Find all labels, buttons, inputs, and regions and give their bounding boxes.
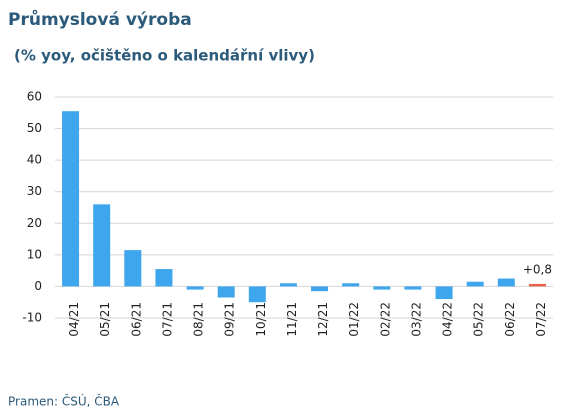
x-tick-label: 06/22 bbox=[503, 302, 517, 337]
x-tick-label: 04/22 bbox=[441, 302, 455, 337]
bar bbox=[311, 286, 329, 292]
x-tick-label: 11/21 bbox=[285, 302, 299, 337]
bar bbox=[373, 286, 391, 290]
x-tick-label: 05/22 bbox=[472, 302, 486, 337]
x-tick-label: 04/21 bbox=[67, 302, 81, 337]
y-tick-label: 30 bbox=[27, 184, 42, 198]
y-tick-label: 40 bbox=[27, 153, 42, 167]
bar bbox=[435, 286, 453, 300]
x-tick-label: 03/22 bbox=[409, 302, 423, 337]
x-tick-label: 07/22 bbox=[534, 302, 548, 337]
x-tick-label: 05/21 bbox=[98, 302, 112, 337]
source: Pramen: ČSÚ, ČBA bbox=[8, 394, 120, 409]
bar bbox=[124, 250, 142, 287]
x-tick-label: 12/21 bbox=[316, 302, 330, 337]
bar bbox=[217, 286, 235, 298]
x-tick-label: 07/21 bbox=[160, 302, 174, 337]
bar bbox=[155, 269, 173, 287]
y-tick-label: 10 bbox=[27, 247, 42, 261]
bar bbox=[404, 286, 422, 290]
x-tick-label: 10/21 bbox=[254, 302, 268, 337]
y-tick-label: 0 bbox=[34, 279, 42, 293]
bar bbox=[528, 283, 546, 287]
x-tick-label: 02/22 bbox=[378, 302, 392, 337]
y-tick-label: 20 bbox=[27, 216, 42, 230]
bar bbox=[466, 281, 484, 287]
y-tick-label: 60 bbox=[27, 90, 42, 104]
y-tick-label: 50 bbox=[27, 121, 42, 135]
chart-subtitle: (% yoy, očištěno o kalendářní vlivy) bbox=[14, 47, 315, 65]
x-tick-label: 01/22 bbox=[347, 302, 361, 337]
bar bbox=[279, 283, 297, 287]
chart-title: Průmyslová výroba bbox=[8, 8, 192, 30]
x-tick-label: 08/21 bbox=[192, 302, 206, 337]
bar bbox=[497, 278, 515, 287]
x-tick-label: 09/21 bbox=[223, 302, 237, 337]
y-tick-label: -10 bbox=[22, 311, 42, 325]
value-label: +0,8 bbox=[523, 262, 552, 276]
bar bbox=[62, 111, 80, 287]
x-tick-label: 06/21 bbox=[129, 302, 143, 337]
bar bbox=[248, 286, 266, 303]
bar bbox=[93, 204, 111, 287]
bar bbox=[186, 286, 204, 290]
bar bbox=[342, 283, 360, 287]
